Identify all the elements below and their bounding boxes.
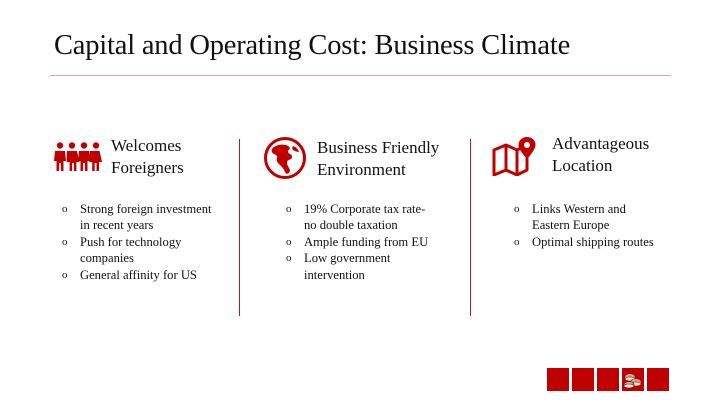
page-title: Capital and Operating Cost: Business Cli… (54, 30, 571, 61)
column-title: Welcomes Foreigners (111, 136, 184, 177)
nav-button-3[interactable] (597, 368, 619, 391)
bullet-list: o 19% Corporate tax rate-no double taxati… (286, 201, 436, 283)
column-divider (470, 139, 471, 316)
list-item: o Push for technology companies (62, 234, 182, 266)
list-item: o 19% Corporate tax rate-no double taxati… (286, 202, 426, 233)
map-pin-icon (492, 137, 536, 176)
people-group-icon (54, 142, 102, 171)
bullet-list: o Links Western and Eastern Europe o Optim… (514, 201, 664, 250)
list-item: o Ample funding from EU (286, 234, 429, 249)
nav-button-coins[interactable] (622, 368, 644, 391)
column-title: Advantageous Location (552, 134, 650, 175)
column-title: Business Friendly Environment (317, 138, 440, 179)
list-item: o Links Western and Eastern Europe (514, 202, 626, 233)
nav-button-1[interactable] (547, 368, 569, 391)
column-divider (239, 139, 240, 316)
list-item: o General affinity for US (62, 267, 197, 282)
list-item: o Optimal shipping routes (514, 234, 654, 249)
title-divider (50, 75, 671, 76)
nav-button-2[interactable] (572, 368, 594, 391)
coins-icon (623, 373, 642, 389)
list-item: o Strong foreign investment in recent yea… (62, 202, 212, 233)
globe-americas-icon (264, 137, 306, 179)
list-item: o Low government intervention (286, 251, 391, 282)
bullet-list: o Strong foreign investment in recent yea… (62, 201, 222, 283)
nav-button-5[interactable] (647, 368, 669, 391)
slide-nav (547, 368, 671, 391)
